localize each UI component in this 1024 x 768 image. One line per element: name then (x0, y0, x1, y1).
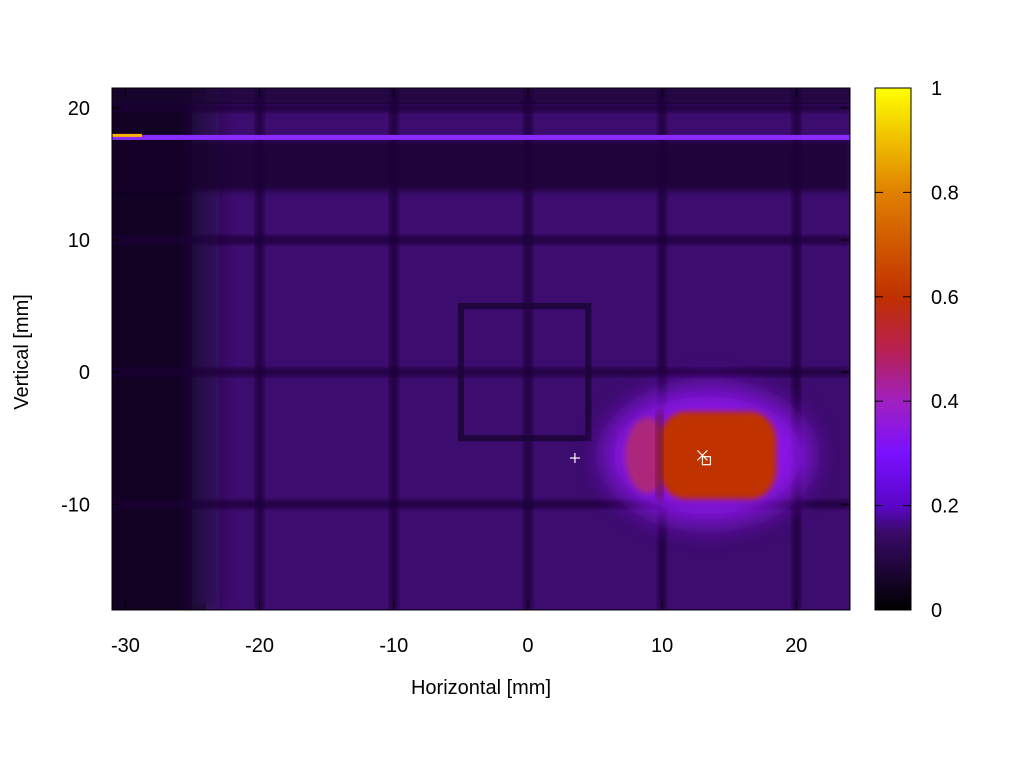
colorbar-ticks: 0 0.2 0.4 0.6 0.8 1 (875, 78, 959, 622)
grid-shadow-vertical (658, 88, 667, 610)
y-axis-title: Vertical [mm] (11, 294, 33, 410)
square-outline (457, 303, 592, 442)
grid-shadow-horizontal (112, 500, 850, 509)
grid-shadow-horizontal (112, 235, 850, 244)
x-tick-label: -10 (379, 635, 408, 657)
grid-shadow-vertical (792, 88, 801, 610)
grid-shadow-horizontal (112, 103, 850, 112)
y-tick-label: 20 (68, 98, 90, 120)
colorbar-tick-label: 0.6 (931, 287, 959, 309)
x-tick-label: -30 (111, 635, 140, 657)
grid-shadow-vertical (255, 88, 264, 610)
colorbar-tick-label: 0.8 (931, 182, 959, 204)
colorbar-tick-label: 0.2 (931, 496, 959, 518)
x-tick-label: 20 (785, 635, 807, 657)
grid-shadow-vertical (523, 88, 532, 610)
colorbar-tick-label: 0.4 (931, 391, 959, 413)
colorbar: 0 0.2 0.4 0.6 0.8 1 (874, 78, 959, 622)
x-tick-label: 0 (522, 635, 533, 657)
marker-square-box (701, 456, 712, 466)
top-dark-band (112, 88, 850, 104)
hot-spot-grid-shadow (656, 411, 663, 499)
colorbar-tick-label: 0 (931, 600, 942, 622)
marker-plus (569, 453, 580, 464)
colorbar-tick-label: 1 (931, 78, 942, 100)
x-tick-label: 10 (651, 635, 673, 657)
marker-cross (696, 449, 708, 461)
y-tick-label: 0 (79, 362, 90, 384)
below-stripe-dark-band (112, 140, 850, 191)
grid-shadow-vertical (389, 88, 398, 610)
heat-layer (112, 88, 850, 610)
plot-area (112, 88, 850, 610)
bright-stripe (112, 134, 850, 140)
y-tick-label: -10 (61, 494, 90, 516)
marker-square (701, 456, 712, 466)
hot-spot-core (659, 411, 777, 499)
grid-shadow-horizontal (112, 368, 850, 377)
bright-stripe-tip (112, 133, 142, 137)
x-axis-title: Horizontal [mm] (411, 677, 551, 699)
x-tick-label: -20 (245, 635, 274, 657)
y-axis: -10 0 10 20 (61, 98, 850, 516)
colorbar-gradient (874, 87, 912, 611)
marker-cross-b (696, 449, 708, 461)
y-tick-label: 10 (68, 230, 90, 252)
plot-frame (111, 87, 851, 611)
x-axis: -30 -20 -10 0 10 20 (111, 88, 807, 657)
